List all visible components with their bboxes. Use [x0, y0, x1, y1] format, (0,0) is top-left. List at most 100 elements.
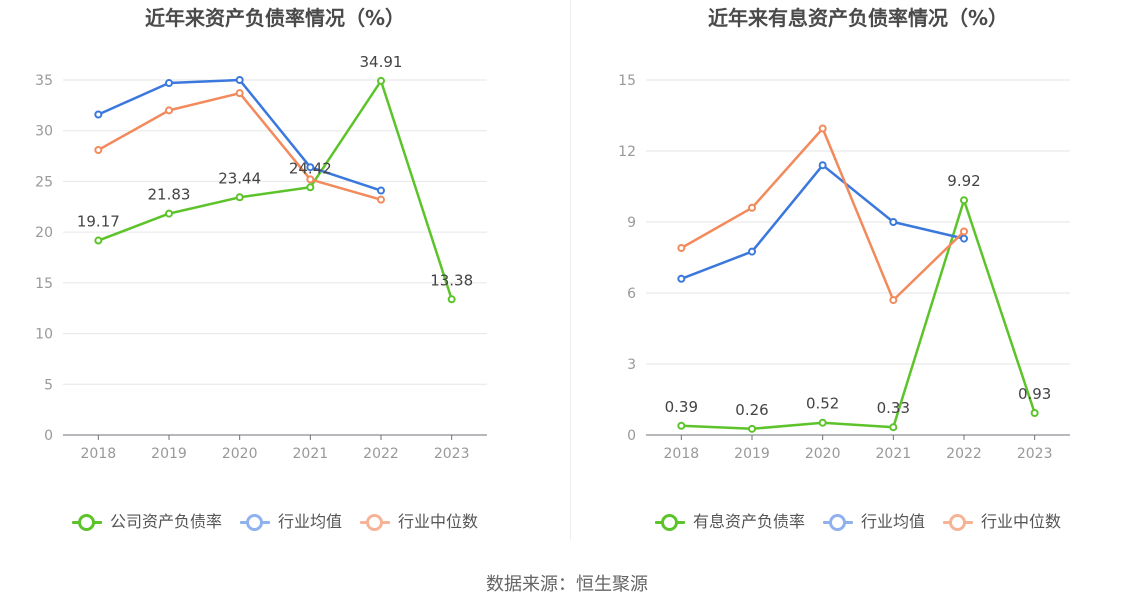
data-point — [818, 418, 827, 427]
legend-label: 有息资产负债率 — [692, 512, 805, 531]
data-point — [748, 203, 756, 212]
data-label: 23.44 — [218, 169, 261, 187]
data-point — [748, 424, 756, 433]
data-point — [889, 423, 898, 432]
legend-label: 行业中位数 — [398, 512, 479, 531]
data-point — [235, 76, 244, 84]
data-point — [235, 193, 244, 202]
legend-label: 行业均值 — [860, 512, 925, 531]
data-point — [748, 247, 756, 256]
x-tick-label: 2023 — [434, 446, 470, 462]
data-point — [960, 227, 968, 236]
legend-item-interest-debt-ratio[interactable]: 有息资产负债率 — [654, 510, 805, 534]
legend-item-industry-median[interactable]: 行业中位数 — [943, 510, 1061, 534]
x-tick-label: 2020 — [805, 446, 841, 462]
data-point — [960, 196, 968, 205]
series-line — [680, 127, 965, 302]
data-label: 21.83 — [148, 186, 191, 204]
data-point — [306, 175, 315, 184]
x-tick-label: 2023 — [1017, 446, 1053, 462]
legend-right: 有息资产负债率 行业均值 行业中位数 — [598, 510, 1118, 534]
data-point — [889, 218, 898, 226]
data-point — [94, 145, 103, 154]
x-tick-label: 2018 — [81, 446, 117, 462]
legend-item-industry-mean[interactable]: 行业均值 — [239, 510, 342, 534]
data-point — [677, 274, 686, 283]
chart-title-interest-debt-ratio: 近年来有息资产负债率情况（%） — [707, 6, 1009, 30]
y-tick-label: 0 — [627, 428, 636, 444]
y-tick-label: 15 — [618, 73, 636, 89]
series-0 — [677, 196, 1039, 433]
data-point — [94, 110, 103, 119]
data-label: 24.42 — [289, 159, 332, 177]
legend-label: 行业中位数 — [981, 512, 1062, 531]
data-label: 0.33 — [877, 399, 910, 417]
chart-plot-0: 0 5 10 15 20 25 30 35 2018 2019 2020 2021 2022 2023 19… — [35, 53, 487, 462]
data-label: 0.52 — [806, 395, 839, 413]
data-point — [889, 296, 898, 305]
panel-divider — [570, 0, 571, 540]
x-tick-label: 2021 — [876, 446, 912, 462]
data-point — [447, 295, 456, 304]
y-tick-label: 9 — [627, 215, 636, 231]
data-point — [1030, 408, 1039, 417]
legend-line-circle-icon — [71, 513, 102, 531]
y-tick-label: 6 — [627, 286, 636, 302]
data-point — [306, 183, 315, 192]
x-tick-label: 2019 — [734, 446, 770, 462]
data-point — [377, 186, 385, 195]
x-tick-label: 2021 — [293, 446, 329, 462]
data-label: 9.92 — [947, 172, 980, 190]
data-point — [677, 421, 686, 430]
y-tick-label: 30 — [35, 124, 53, 140]
legend-left: 公司资产负债率 行业均值 行业中位数 — [15, 510, 535, 534]
legend-label: 行业均值 — [277, 512, 342, 531]
data-label: 0.39 — [665, 398, 698, 416]
chart-title-debt-ratio: 近年来资产负债率情况（%） — [144, 6, 406, 30]
data-label: 0.93 — [1018, 385, 1051, 403]
y-tick-label: 0 — [44, 428, 53, 444]
x-tick-label: 2018 — [664, 446, 700, 462]
series-0 — [94, 76, 456, 304]
data-point — [377, 76, 385, 85]
data-label: 34.91 — [360, 53, 403, 71]
y-tick-label: 3 — [627, 357, 636, 373]
legend-label: 公司资产负债率 — [109, 512, 222, 531]
y-tick-label: 15 — [35, 276, 53, 292]
y-tick-label: 20 — [35, 225, 53, 241]
data-point — [165, 106, 173, 115]
y-tick-label: 12 — [618, 144, 636, 160]
legend-line-circle-icon — [239, 513, 270, 531]
legend-line-circle-icon — [654, 513, 685, 531]
data-point — [818, 124, 827, 133]
legend-item-company-debt-ratio[interactable]: 公司资产负债率 — [71, 510, 222, 534]
y-tick-label: 10 — [35, 327, 53, 343]
data-point — [677, 244, 686, 253]
chart-plot-1: 0 3 6 9 12 15 2018 2019 2020 2021 2022 2023 0.39 0.26… — [618, 73, 1070, 462]
data-label: 19.17 — [77, 213, 120, 231]
x-tick-label: 2022 — [363, 446, 399, 462]
data-point — [235, 89, 244, 98]
y-tick-label: 25 — [35, 174, 53, 190]
legend-item-industry-mean[interactable]: 行业均值 — [822, 510, 925, 534]
legend-line-circle-icon — [822, 513, 853, 531]
data-point — [818, 161, 827, 170]
data-point — [165, 209, 173, 218]
data-point — [306, 163, 315, 172]
series-line — [681, 198, 1036, 431]
x-tick-label: 2022 — [946, 446, 982, 462]
y-tick-label: 5 — [44, 377, 53, 393]
data-label: 0.26 — [735, 401, 768, 419]
legend-item-industry-median[interactable]: 行业中位数 — [360, 510, 478, 534]
data-source-note: 数据来源：恒生聚源 — [486, 574, 648, 595]
legend-line-circle-icon — [943, 513, 973, 531]
data-label: 13.38 — [430, 271, 473, 289]
legend-line-circle-icon — [360, 513, 390, 531]
x-tick-label: 2020 — [222, 446, 258, 462]
series-1 — [677, 161, 968, 283]
series-1 — [94, 76, 385, 195]
data-point — [94, 236, 103, 245]
data-point — [960, 234, 968, 243]
